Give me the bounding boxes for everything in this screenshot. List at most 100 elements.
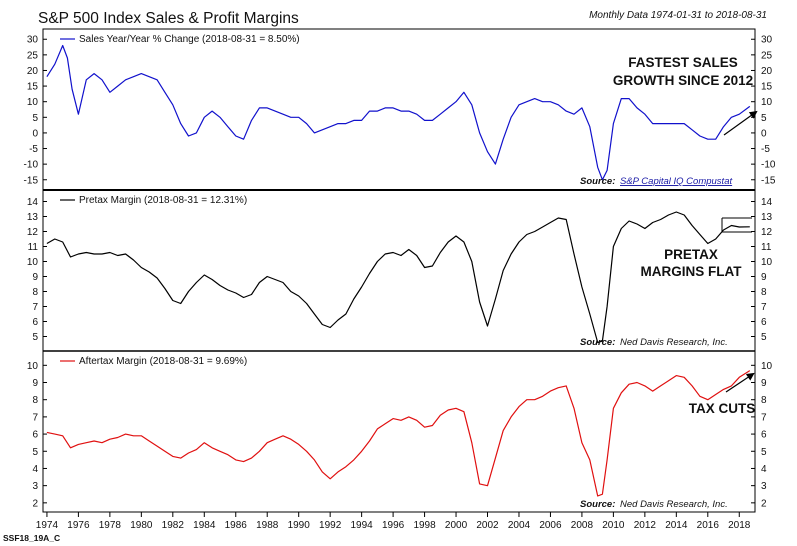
sales-ytick-label-right: 25 — [761, 50, 773, 61]
footer-code: SSF18_19A_C — [3, 533, 60, 543]
aftertax-ytick-label-right: 9 — [761, 378, 767, 389]
pretax-ytick-label-left: 12 — [27, 227, 39, 238]
sales-ytick-label-right: 10 — [761, 97, 773, 108]
pretax-ytick-label-left: 14 — [27, 197, 39, 208]
xtick-label: 1992 — [319, 520, 342, 531]
pretax-ytick-label-left: 7 — [32, 302, 38, 313]
xtick-label: 1998 — [413, 520, 436, 531]
sales-ytick-label-left: -15 — [24, 175, 39, 186]
sales-ytick-label-right: 20 — [761, 66, 773, 77]
pretax-annotation-line1: PRETAX — [664, 247, 718, 262]
sales-line — [46, 44, 751, 181]
xtick-label: 2004 — [508, 520, 531, 531]
xtick-label: 1982 — [162, 520, 185, 531]
xtick-label: 1986 — [225, 520, 248, 531]
pretax-source-label: Source: — [580, 337, 615, 348]
pretax-annotation-line2: MARGINS FLAT — [641, 264, 743, 279]
aftertax-ytick-label-right: 6 — [761, 430, 767, 441]
xtick-label: 1994 — [351, 520, 374, 531]
pretax-ytick-label-left: 11 — [28, 242, 39, 253]
xtick-label: 2000 — [445, 520, 468, 531]
aftertax-ytick-label-right: 7 — [761, 412, 767, 423]
sales-ytick-label-right: 0 — [761, 128, 767, 139]
sales-source-link[interactable]: S&P Capital IQ Compustat — [620, 176, 732, 187]
sales-legend: Sales Year/Year % Change (2018-08-31 = 8… — [79, 34, 300, 45]
aftertax-ytick-label-left: 9 — [32, 378, 38, 389]
sales-ytick-label-left: 0 — [32, 128, 38, 139]
xtick-label: 1978 — [99, 520, 122, 531]
pretax-flat-bracket — [721, 217, 752, 233]
pretax-ytick-label-right: 12 — [761, 227, 773, 238]
pretax-ytick-label-right: 9 — [761, 272, 767, 283]
aftertax-legend: Aftertax Margin (2018-08-31 = 9.69%) — [79, 356, 247, 367]
aftertax-ytick-label-right: 4 — [761, 464, 767, 475]
aftertax-ytick-label-left: 2 — [32, 498, 38, 509]
aftertax-line — [46, 370, 751, 497]
sales-annotation-line2: GROWTH SINCE 2012 — [613, 73, 753, 88]
pretax-ytick-label-right: 13 — [761, 212, 773, 223]
sales-source-label: Source: — [580, 176, 615, 187]
chart-title: S&P 500 Index Sales & Profit Margins — [38, 10, 299, 27]
pretax-ytick-label-left: 10 — [27, 257, 39, 268]
sales-ytick-label-left: -10 — [24, 160, 39, 171]
xtick-label: 2008 — [571, 520, 594, 531]
sales-ytick-label-left: 25 — [27, 50, 39, 61]
pretax-ytick-label-left: 13 — [27, 212, 39, 223]
sales-ytick-label-right: -10 — [761, 160, 776, 171]
aftertax-ytick-label-left: 10 — [27, 361, 39, 372]
sales-ytick-label-left: 20 — [27, 66, 39, 77]
sales-annotation-line1: FASTEST SALES — [628, 55, 738, 70]
sales-ytick-label-right: 5 — [761, 113, 767, 124]
pretax-ytick-label-right: 10 — [761, 257, 773, 268]
aftertax-ytick-label-left: 4 — [32, 464, 38, 475]
xtick-label: 2018 — [728, 520, 751, 531]
xtick-label: 2012 — [634, 520, 657, 531]
sales-ytick-label-right: -5 — [761, 144, 770, 155]
sales-ytick-label-right: -15 — [761, 175, 776, 186]
pretax-ytick-label-right: 7 — [761, 302, 767, 313]
xtick-label: 1990 — [288, 520, 311, 531]
aftertax-ytick-label-left: 5 — [32, 447, 38, 458]
aftertax-source: Ned Davis Research, Inc. — [620, 499, 728, 510]
sales-ytick-label-left: 10 — [27, 97, 39, 108]
xtick-label: 2006 — [539, 520, 562, 531]
aftertax-ytick-label-left: 6 — [32, 430, 38, 441]
pretax-y-ticks: 5 5 6 6 7 7 8 8 9 9 10 10 11 11 12 12 13 13 14 14 — [27, 197, 773, 343]
xtick-label: 2010 — [602, 520, 625, 531]
pretax-source: Ned Davis Research, Inc. — [620, 337, 728, 348]
pretax-ytick-label-right: 14 — [761, 197, 773, 208]
aftertax-ytick-label-left: 7 — [32, 412, 38, 423]
aftertax-ytick-label-right: 8 — [761, 395, 767, 406]
xtick-label: 1980 — [130, 520, 153, 531]
pretax-ytick-label-left: 9 — [32, 272, 38, 283]
aftertax-ytick-label-left: 3 — [32, 481, 38, 492]
xtick-label: 1974 — [36, 520, 59, 531]
aftertax-series — [46, 370, 751, 497]
xtick-label: 2014 — [665, 520, 688, 531]
sales-ytick-label-left: 5 — [32, 113, 38, 124]
aftertax-ytick-label-right: 5 — [761, 447, 767, 458]
panel-frame-sales — [42, 28, 756, 191]
sales-ytick-label-left: 30 — [27, 35, 39, 46]
sales-arrow — [723, 110, 758, 136]
pretax-legend: Pretax Margin (2018-08-31 = 12.31%) — [79, 195, 247, 206]
xtick-label: 1988 — [256, 520, 279, 531]
panel-frame-aftertax — [42, 350, 756, 513]
aftertax-source-label: Source: — [580, 499, 615, 510]
sales-ytick-label-right: 15 — [761, 82, 773, 93]
sales-ytick-label-left: 15 — [27, 82, 39, 93]
xtick-label: 2002 — [476, 520, 499, 531]
aftertax-ytick-label-right: 3 — [761, 481, 767, 492]
pretax-ytick-label-right: 6 — [761, 317, 767, 328]
pretax-line — [46, 211, 750, 344]
pretax-ytick-label-right: 11 — [761, 242, 772, 253]
xtick-label: 1984 — [193, 520, 216, 531]
pretax-ytick-label-right: 8 — [761, 287, 767, 298]
pretax-ytick-label-right: 5 — [761, 332, 767, 343]
xtick-label: 1976 — [67, 520, 90, 531]
aftertax-ytick-label-left: 8 — [32, 395, 38, 406]
pretax-ytick-label-left: 5 — [32, 332, 38, 343]
aftertax-ytick-label-right: 10 — [761, 361, 773, 372]
chart-subtitle: Monthly Data 1974-01-31 to 2018-08-31 — [589, 10, 767, 21]
